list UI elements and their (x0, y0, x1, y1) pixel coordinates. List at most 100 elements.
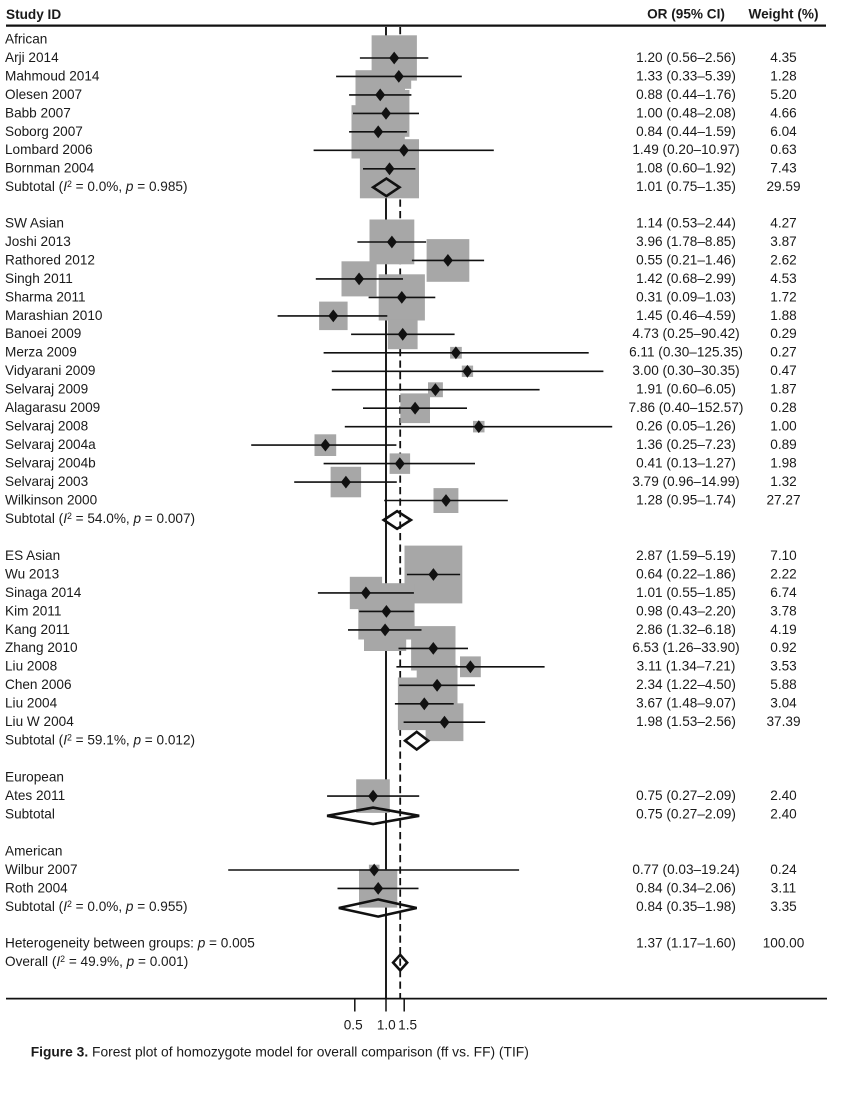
svg-text:0.55 (0.21–1.46): 0.55 (0.21–1.46) (636, 252, 736, 267)
svg-text:2.22: 2.22 (770, 566, 796, 581)
svg-text:European: European (5, 770, 64, 785)
svg-text:1.14 (0.53–2.44): 1.14 (0.53–2.44) (636, 215, 736, 230)
svg-text:Ates 2011: Ates 2011 (5, 788, 65, 803)
svg-text:Selvaraj 2003: Selvaraj 2003 (5, 474, 88, 489)
svg-text:0.31 (0.09–1.03): 0.31 (0.09–1.03) (636, 289, 736, 304)
svg-text:0.63: 0.63 (770, 142, 796, 157)
svg-text:Wilbur 2007: Wilbur 2007 (5, 862, 78, 877)
svg-text:0.84 (0.44–1.59): 0.84 (0.44–1.59) (636, 124, 736, 139)
svg-text:2.62: 2.62 (770, 252, 796, 267)
svg-text:Rathored 2012: Rathored 2012 (5, 252, 95, 267)
svg-text:4.19: 4.19 (770, 622, 796, 637)
svg-text:2.87 (1.59–5.19): 2.87 (1.59–5.19) (636, 548, 736, 563)
svg-text:Vidyarani 2009: Vidyarani 2009 (5, 363, 95, 378)
svg-text:1.08 (0.60–1.92): 1.08 (0.60–1.92) (636, 161, 736, 176)
svg-text:3.00 (0.30–30.35): 3.00 (0.30–30.35) (632, 363, 739, 378)
svg-text:Liu W 2004: Liu W 2004 (5, 714, 74, 729)
svg-text:1.28: 1.28 (770, 68, 796, 83)
svg-text:3.79 (0.96–14.99): 3.79 (0.96–14.99) (632, 474, 739, 489)
svg-text:Chen 2006: Chen 2006 (5, 677, 72, 692)
svg-text:1.88: 1.88 (770, 308, 796, 323)
svg-text:0.29: 0.29 (770, 326, 796, 341)
svg-text:Selvaraj 2008: Selvaraj 2008 (5, 419, 88, 434)
svg-text:Subtotal: Subtotal (5, 806, 55, 821)
svg-text:Selvaraj 2009: Selvaraj 2009 (5, 382, 88, 397)
svg-text:1.49 (0.20–10.97): 1.49 (0.20–10.97) (632, 142, 739, 157)
svg-text:Heterogeneity between groups:: Heterogeneity between groups: p = 0.005 (5, 936, 255, 951)
svg-text:3.78: 3.78 (770, 603, 796, 618)
svg-text:Joshi 2013: Joshi 2013 (5, 234, 71, 249)
svg-text:Soborg 2007: Soborg 2007 (5, 124, 83, 139)
svg-text:Lombard 2006: Lombard 2006 (5, 142, 93, 157)
svg-text:3.96 (1.78–8.85): 3.96 (1.78–8.85) (636, 234, 736, 249)
svg-text:Weight (%): Weight (%) (749, 7, 819, 22)
svg-text:1.00: 1.00 (770, 419, 797, 434)
svg-text:Babb 2007: Babb 2007 (5, 105, 71, 120)
svg-text:3.53: 3.53 (770, 659, 796, 674)
svg-text:SW Asian: SW Asian (5, 215, 64, 230)
svg-text:6.74: 6.74 (770, 585, 797, 600)
svg-text:0.75 (0.27–2.09): 0.75 (0.27–2.09) (636, 788, 736, 803)
svg-text:Figure 3. Forest plot of homoz: Figure 3. Forest plot of homozygote mode… (31, 1045, 529, 1060)
svg-text:1.45 (0.46–4.59): 1.45 (0.46–4.59) (636, 308, 736, 323)
svg-text:0.84 (0.35–1.98): 0.84 (0.35–1.98) (636, 899, 736, 914)
svg-text:Subtotal (I2 = 54.0%, p = 0.00: Subtotal (I2 = 54.0%, p = 0.007) (5, 511, 195, 526)
svg-text:Roth 2004: Roth 2004 (5, 880, 68, 895)
svg-text:0.24: 0.24 (770, 862, 797, 877)
svg-text:3.87: 3.87 (770, 234, 796, 249)
svg-text:0.5: 0.5 (344, 1018, 363, 1033)
svg-text:1.98 (1.53–2.56): 1.98 (1.53–2.56) (636, 714, 736, 729)
svg-text:Wilkinson 2000: Wilkinson 2000 (5, 492, 98, 507)
svg-text:Singh 2011: Singh 2011 (5, 271, 73, 286)
svg-text:0.84 (0.34–2.06): 0.84 (0.34–2.06) (636, 880, 736, 895)
svg-text:1.0: 1.0 (377, 1018, 396, 1033)
svg-text:Subtotal (I2 = 59.1%, p = 0.01: Subtotal (I2 = 59.1%, p = 0.012) (5, 733, 195, 748)
svg-text:Mahmoud 2014: Mahmoud 2014 (5, 68, 100, 83)
svg-text:0.28: 0.28 (770, 400, 796, 415)
svg-text:Arji 2014: Arji 2014 (5, 50, 59, 65)
svg-text:Bornman 2004: Bornman 2004 (5, 161, 95, 176)
svg-text:Sharma 2011: Sharma 2011 (5, 289, 86, 304)
svg-text:6.53 (1.26–33.90): 6.53 (1.26–33.90) (632, 640, 739, 655)
svg-text:3.04: 3.04 (770, 696, 797, 711)
svg-text:1.42 (0.68–2.99): 1.42 (0.68–2.99) (636, 271, 736, 286)
svg-text:3.11 (1.34–7.21): 3.11 (1.34–7.21) (637, 659, 736, 674)
svg-text:0.89: 0.89 (770, 437, 796, 452)
svg-text:3.11: 3.11 (771, 880, 796, 895)
svg-text:0.75 (0.27–2.09): 0.75 (0.27–2.09) (636, 806, 736, 821)
svg-text:1.28 (0.95–1.74): 1.28 (0.95–1.74) (636, 492, 736, 507)
svg-text:0.98 (0.43–2.20): 0.98 (0.43–2.20) (636, 603, 736, 618)
svg-text:27.27: 27.27 (766, 492, 800, 507)
svg-text:1.87: 1.87 (770, 382, 796, 397)
svg-text:Zhang 2010: Zhang 2010 (5, 640, 78, 655)
svg-text:Liu 2004: Liu 2004 (5, 696, 58, 711)
svg-text:ES Asian: ES Asian (5, 548, 60, 563)
svg-text:0.77 (0.03–19.24): 0.77 (0.03–19.24) (632, 862, 739, 877)
svg-text:37.39: 37.39 (766, 714, 800, 729)
svg-text:Subtotal (I2 = 0.0%, p = 0.955: Subtotal (I2 = 0.0%, p = 0.955) (5, 899, 188, 914)
svg-text:Banoei 2009: Banoei 2009 (5, 326, 81, 341)
svg-text:American: American (5, 843, 62, 858)
svg-text:Kim 2011: Kim 2011 (5, 603, 61, 618)
svg-text:Overall (I2 = 49.9%, p = 0.001: Overall (I2 = 49.9%, p = 0.001) (5, 954, 188, 969)
svg-text:2.40: 2.40 (770, 788, 797, 803)
svg-text:Selvaraj 2004a: Selvaraj 2004a (5, 437, 96, 452)
svg-text:1.5: 1.5 (398, 1018, 417, 1033)
svg-text:4.53: 4.53 (770, 271, 796, 286)
svg-text:5.88: 5.88 (770, 677, 796, 692)
svg-text:Selvaraj 2004b: Selvaraj 2004b (5, 456, 96, 471)
svg-text:1.36 (0.25–7.23): 1.36 (0.25–7.23) (636, 437, 736, 452)
svg-text:0.88 (0.44–1.76): 0.88 (0.44–1.76) (636, 87, 736, 102)
svg-text:Merza 2009: Merza 2009 (5, 345, 77, 360)
svg-text:1.01 (0.55–1.85): 1.01 (0.55–1.85) (636, 585, 736, 600)
svg-text:1.01 (0.75–1.35): 1.01 (0.75–1.35) (636, 179, 736, 194)
svg-text:1.37 (1.17–1.60): 1.37 (1.17–1.60) (636, 936, 736, 951)
svg-text:Liu 2008: Liu 2008 (5, 659, 57, 674)
svg-text:0.64 (0.22–1.86): 0.64 (0.22–1.86) (636, 566, 736, 581)
svg-text:1.20 (0.56–2.56): 1.20 (0.56–2.56) (636, 50, 736, 65)
svg-text:Kang 2011: Kang 2011 (5, 622, 70, 637)
svg-text:Sinaga 2014: Sinaga 2014 (5, 585, 82, 600)
svg-text:1.00 (0.48–2.08): 1.00 (0.48–2.08) (636, 105, 736, 120)
svg-text:5.20: 5.20 (770, 87, 797, 102)
svg-text:7.86 (0.40–152.57): 7.86 (0.40–152.57) (629, 400, 744, 415)
